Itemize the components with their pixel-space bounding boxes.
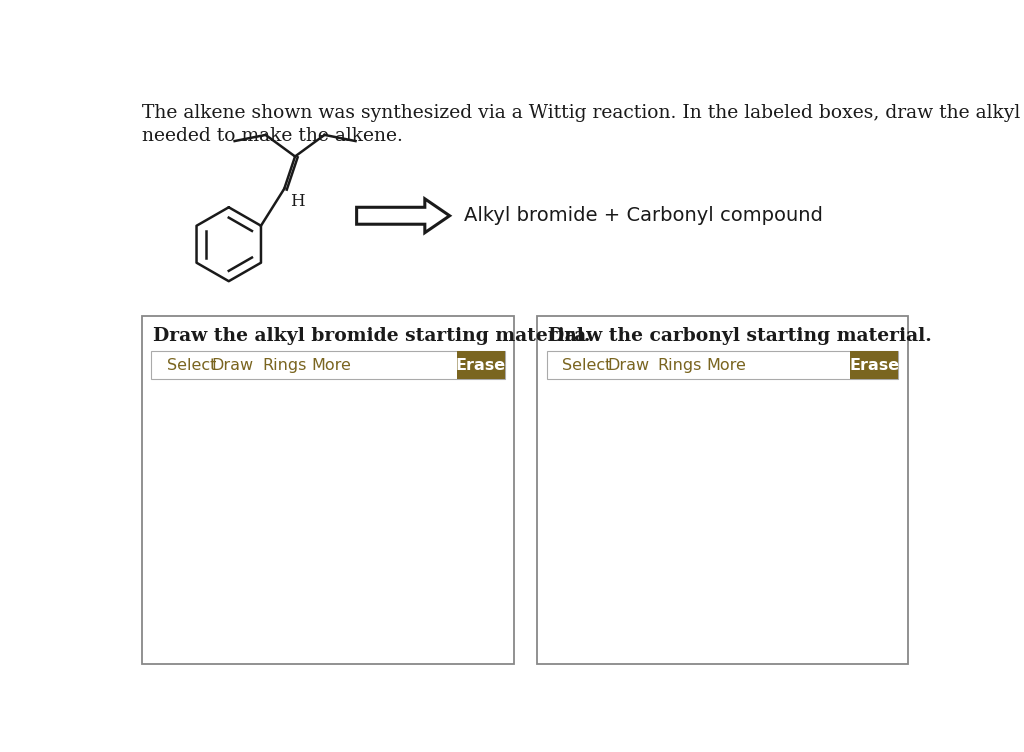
Text: H: H	[291, 193, 305, 211]
FancyBboxPatch shape	[152, 351, 505, 379]
Text: The alkene shown was synthesized via a Wittig reaction. In the labeled boxes, dr: The alkene shown was synthesized via a W…	[142, 104, 1024, 122]
Text: Erase: Erase	[456, 358, 506, 373]
Text: More: More	[707, 358, 746, 373]
Text: needed to make the alkene.: needed to make the alkene.	[142, 127, 402, 145]
Text: Alkyl bromide + Carbonyl compound: Alkyl bromide + Carbonyl compound	[464, 206, 822, 226]
Text: Draw the alkyl bromide starting material.: Draw the alkyl bromide starting material…	[153, 327, 590, 345]
Text: Select: Select	[562, 358, 611, 373]
FancyBboxPatch shape	[142, 316, 514, 664]
Text: Draw the carbonyl starting material.: Draw the carbonyl starting material.	[548, 327, 932, 345]
Text: Rings: Rings	[262, 358, 306, 373]
Text: Rings: Rings	[657, 358, 701, 373]
Text: Draw: Draw	[607, 358, 649, 373]
FancyBboxPatch shape	[538, 316, 907, 664]
Text: Draw: Draw	[212, 358, 254, 373]
FancyBboxPatch shape	[457, 351, 505, 379]
Text: More: More	[311, 358, 351, 373]
Text: Erase: Erase	[849, 358, 899, 373]
FancyBboxPatch shape	[850, 351, 898, 379]
Polygon shape	[356, 199, 450, 232]
Text: Select: Select	[167, 358, 216, 373]
FancyBboxPatch shape	[547, 351, 898, 379]
